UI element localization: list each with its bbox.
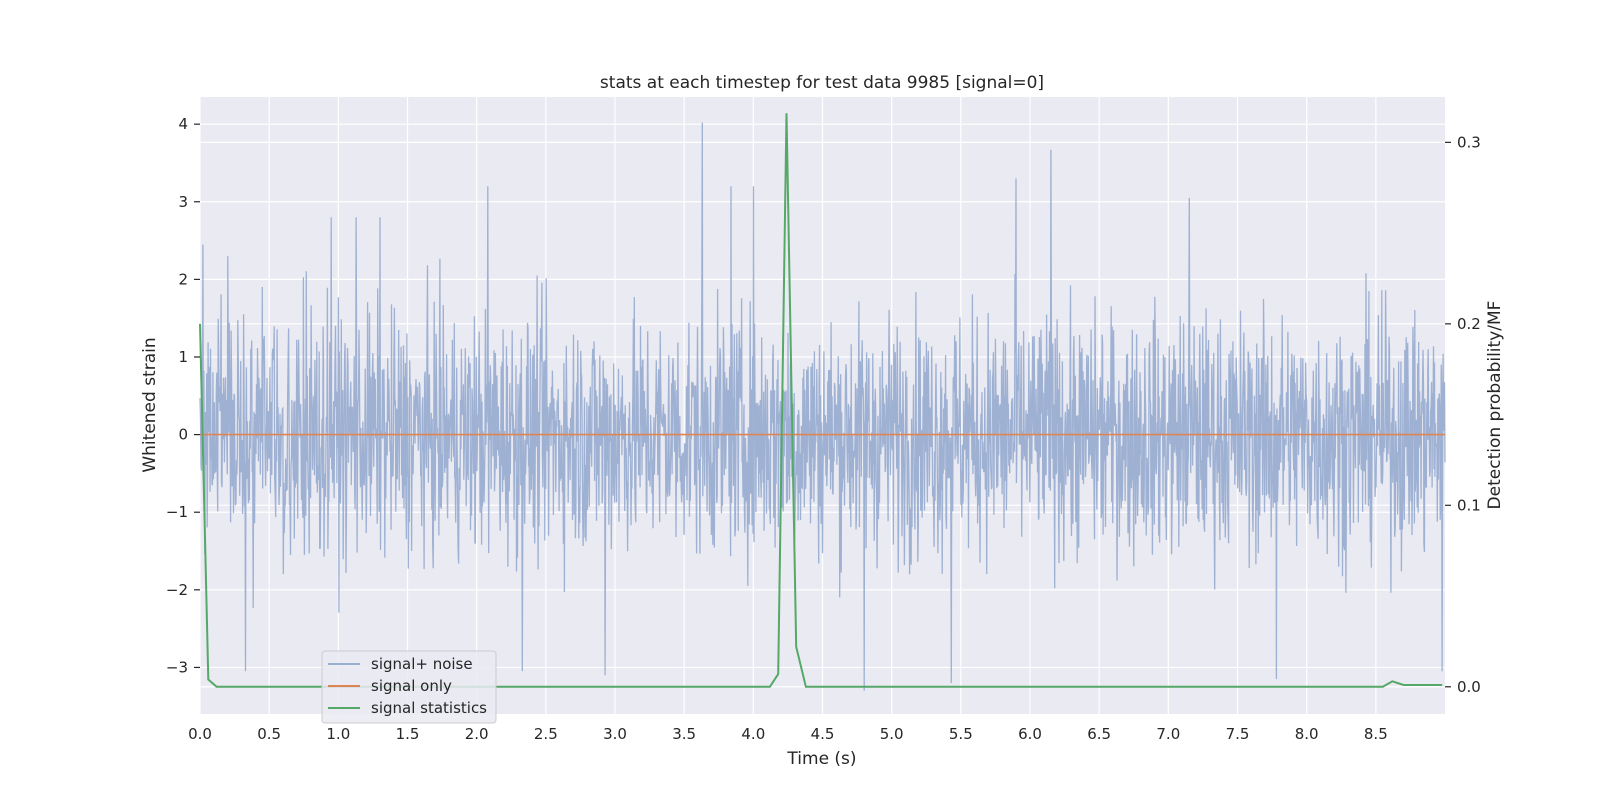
- x-tick-label-9: 4.5: [811, 725, 835, 743]
- x-tick-label-3: 1.5: [396, 725, 420, 743]
- series-signal-statistics: [199, 113, 1443, 688]
- x-axis-ticks: 0.0 0.5 1.0 1.5 2.0 2.5 3.0 3.5 4.0 4.5 5.0 5.5 6.0 6…: [188, 725, 1388, 743]
- x-tick-label-16: 8.0: [1295, 725, 1319, 743]
- y-right-tick-label-0: 0.0: [1457, 678, 1481, 696]
- legend-label-signal-statistics: signal statistics: [371, 699, 487, 717]
- y-tick-label-0: −3: [166, 658, 188, 676]
- y-right-tick-label-3: 0.3: [1457, 133, 1481, 151]
- x-tick-label-0: 0.0: [188, 725, 212, 743]
- line-signal-statistics: [199, 113, 1443, 688]
- y-tick-label-5: 2: [178, 270, 188, 288]
- x-tick-label-12: 6.0: [1018, 725, 1042, 743]
- legend-label-signal-only: signal only: [371, 677, 452, 695]
- x-tick-label-11: 5.5: [949, 725, 973, 743]
- legend: signal+ noise signal only signal statist…: [321, 650, 497, 724]
- x-tick-label-7: 3.5: [672, 725, 696, 743]
- x-tick-label-17: 8.5: [1364, 725, 1388, 743]
- y-tick-label-3: 0: [178, 426, 188, 444]
- y-axis-label: Whitened strain: [140, 337, 160, 472]
- y-right-axis-label: Detection probability/MF: [1485, 301, 1505, 510]
- x-tick-label-8: 4.0: [741, 725, 765, 743]
- x-tick-label-10: 5.0: [880, 725, 904, 743]
- x-tick-label-15: 7.5: [1226, 725, 1250, 743]
- y-right-axis-ticks: 0.0 0.1 0.2 0.3: [1445, 133, 1481, 696]
- x-tick-label-13: 6.5: [1087, 725, 1111, 743]
- x-axis-label: Time (s): [786, 749, 856, 769]
- x-tick-label-6: 3.0: [603, 725, 627, 743]
- y-tick-label-7: 4: [178, 115, 188, 133]
- legend-box: [321, 650, 497, 724]
- line-signal-noise: [199, 122, 1446, 691]
- y-right-tick-label-2: 0.2: [1457, 315, 1481, 333]
- y-tick-label-4: 1: [178, 348, 188, 366]
- y-tick-label-1: −2: [166, 581, 188, 599]
- x-tick-label-2: 1.0: [326, 725, 350, 743]
- legend-label-signal-noise: signal+ noise: [371, 655, 473, 673]
- x-tick-label-14: 7.0: [1156, 725, 1180, 743]
- chart-title: stats at each timestep for test data 998…: [600, 73, 1044, 93]
- x-tick-label-4: 2.0: [465, 725, 489, 743]
- y-axis-ticks: −3 −2 −1 0 1 2 3 4: [166, 115, 200, 676]
- x-tick-label-5: 2.5: [534, 725, 558, 743]
- y-tick-label-2: −1: [166, 503, 188, 521]
- y-right-tick-label-1: 0.1: [1457, 496, 1481, 514]
- series-signal-noise: [199, 122, 1446, 691]
- y-tick-label-6: 3: [178, 193, 188, 211]
- x-tick-label-1: 0.5: [257, 725, 281, 743]
